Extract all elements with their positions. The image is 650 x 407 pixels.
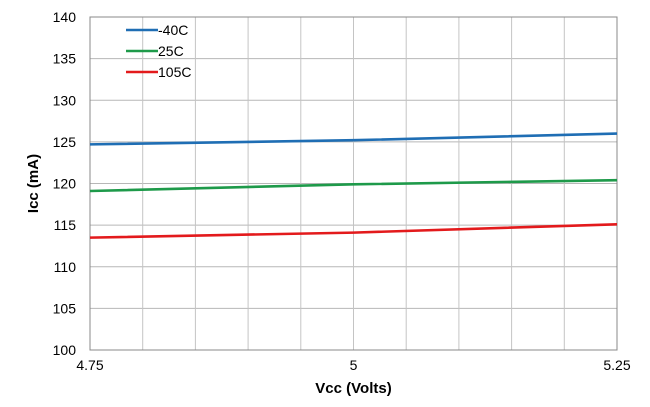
y-tick-labels: 100 105 110 115 120 125 130 135 140 <box>53 9 77 358</box>
legend-label: 105C <box>158 64 191 80</box>
y-tick-label: 110 <box>54 259 77 275</box>
x-tick-label: 5.25 <box>603 357 630 373</box>
legend-label: -40C <box>158 22 188 38</box>
legend-label: 25C <box>158 43 184 59</box>
series-line--40C <box>89 132 618 146</box>
x-tick-label: 4.75 <box>76 357 103 373</box>
series-line-105C <box>89 222 618 239</box>
y-tick-label: 105 <box>53 300 77 316</box>
series-lines <box>89 132 618 239</box>
y-tick-label: 135 <box>53 51 77 67</box>
y-tick-label: 125 <box>53 134 77 150</box>
y-axis-title: Icc (mA) <box>25 154 42 213</box>
plot-area-frame <box>89 16 618 351</box>
y-tick-label: 120 <box>53 176 77 192</box>
series-line-25C <box>89 178 618 193</box>
x-axis-title: Vcc (Volts) <box>315 380 391 397</box>
legend: -40C 25C 105C <box>126 22 191 80</box>
y-tick-label: 130 <box>53 92 77 108</box>
y-tick-label: 115 <box>54 217 77 233</box>
x-tick-labels: 4.75 5 5.25 <box>76 357 630 373</box>
x-tick-label: 5 <box>350 357 358 373</box>
y-tick-label: 140 <box>53 9 77 25</box>
y-tick-label: 100 <box>53 342 77 358</box>
